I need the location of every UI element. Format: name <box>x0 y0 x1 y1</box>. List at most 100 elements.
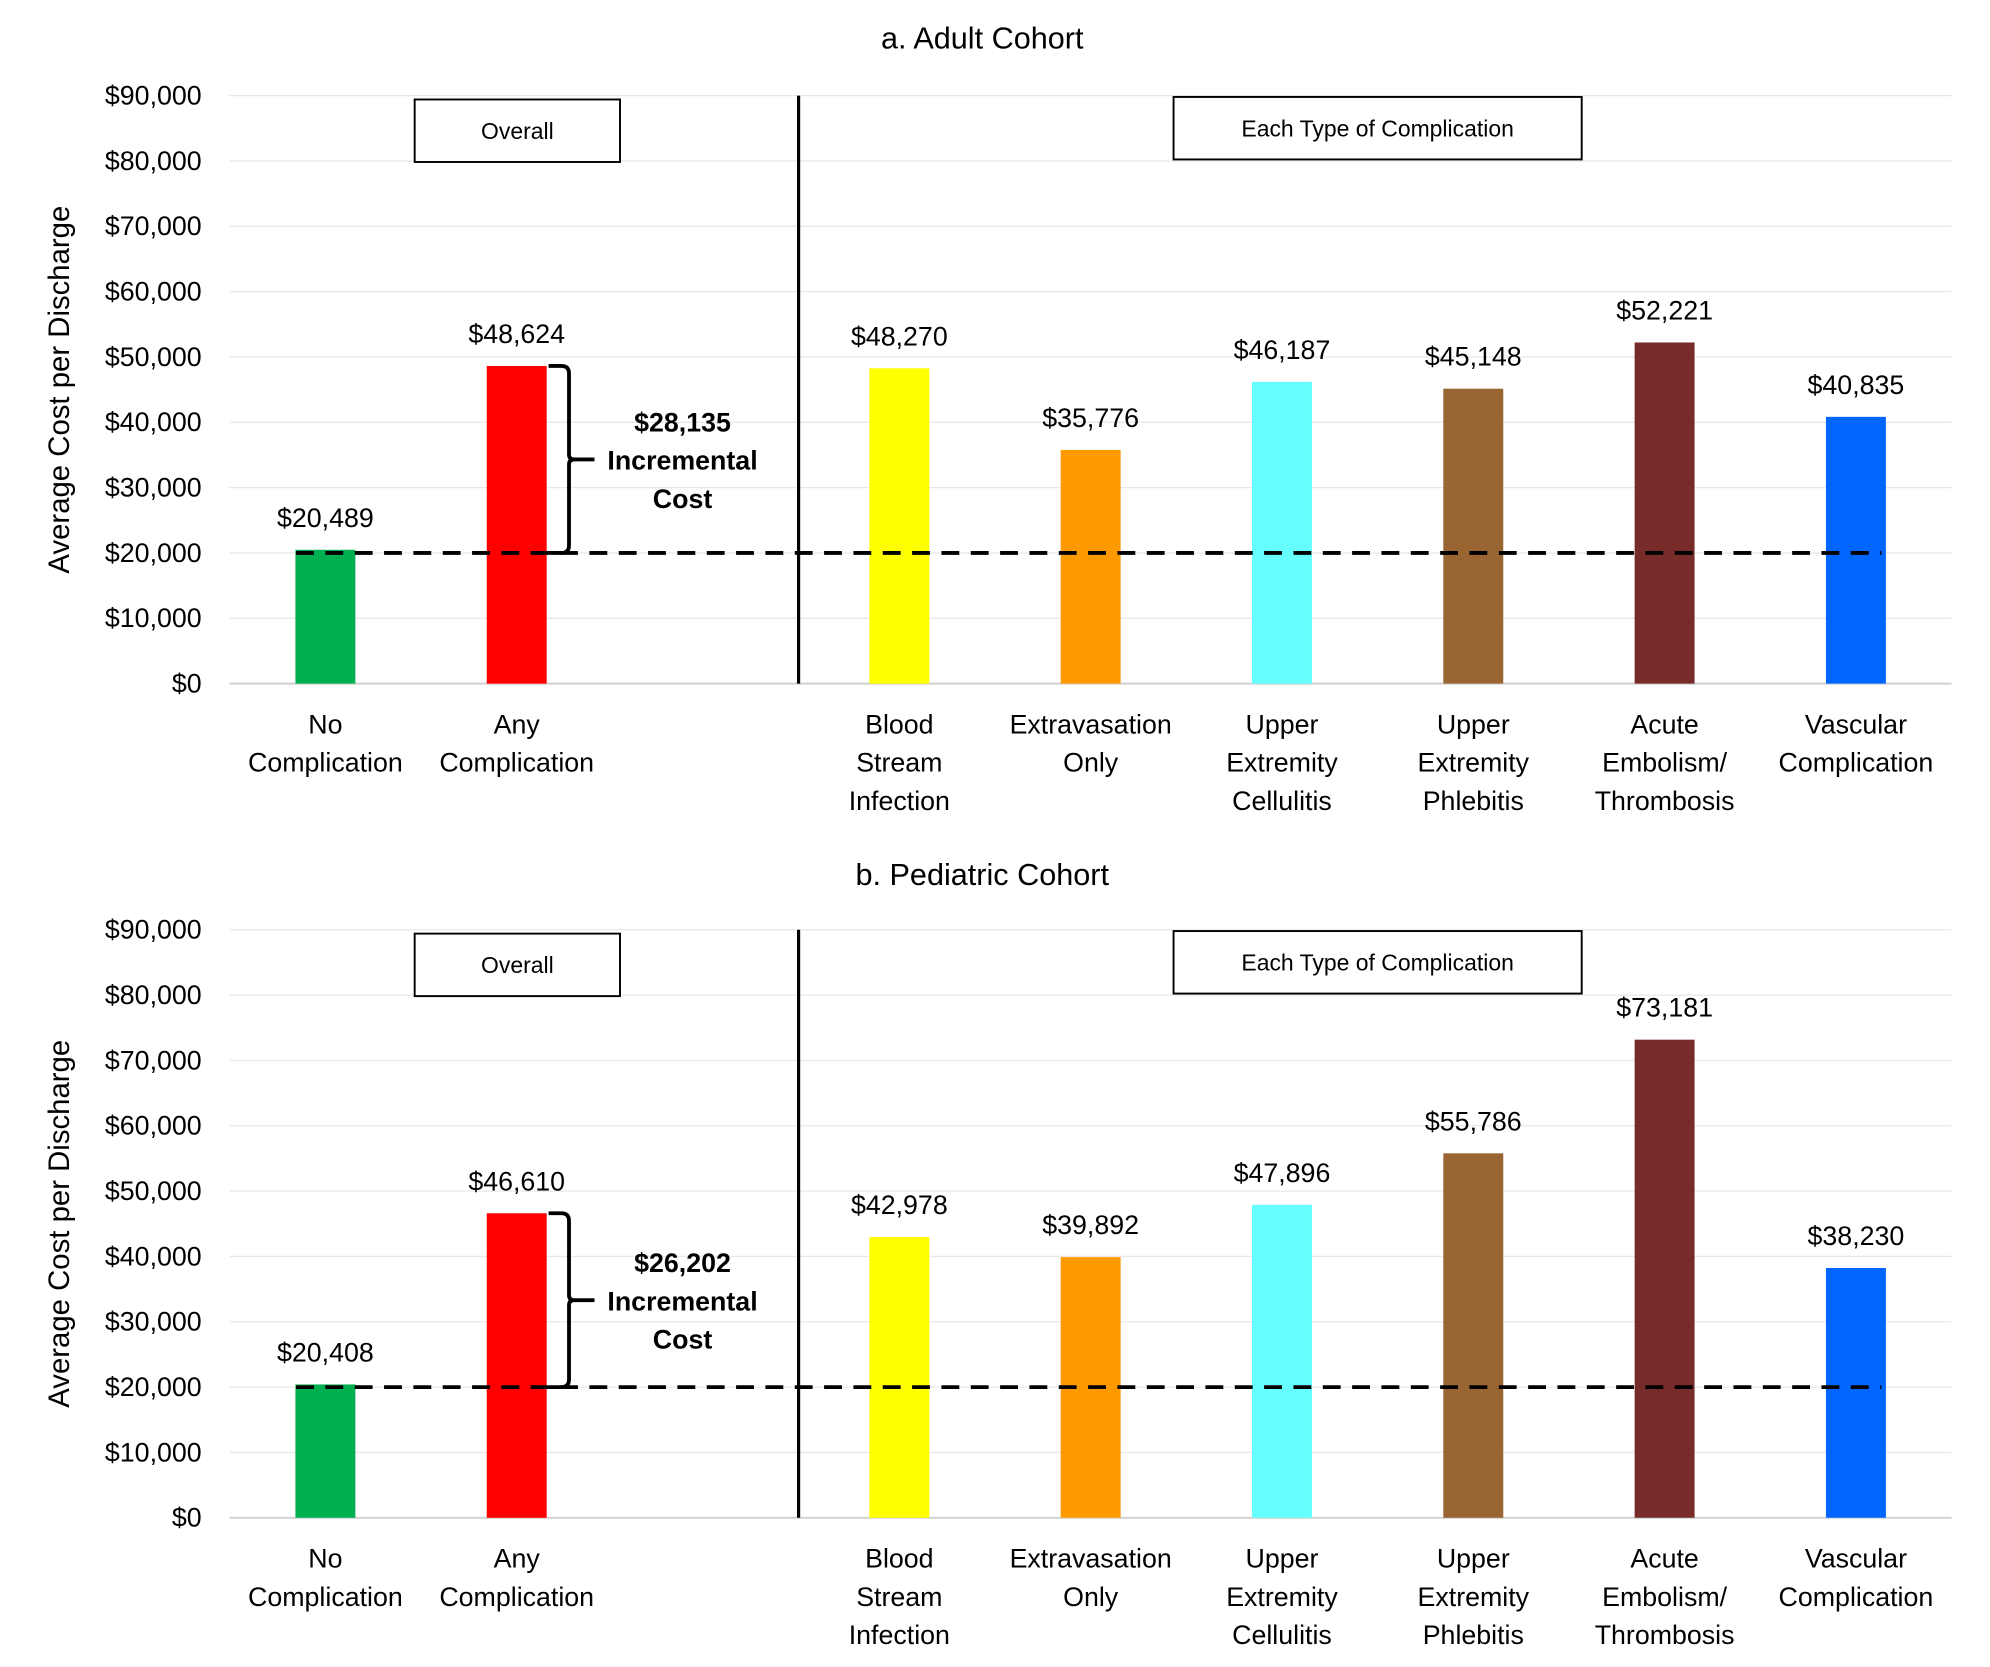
data-label: $45,148 <box>1425 342 1522 372</box>
category-label: Complication <box>248 748 403 778</box>
incremental-cost-annotation: Incremental <box>607 1286 757 1316</box>
data-label: $40,835 <box>1808 370 1905 400</box>
category-label: Extremity <box>1418 1582 1530 1612</box>
category-label: Extremity <box>1418 748 1530 778</box>
bar <box>1252 381 1312 684</box>
incremental-bracket <box>548 1211 595 1390</box>
category-label: Cellulitis <box>1232 1620 1332 1650</box>
category-label: Complication <box>1779 1582 1934 1612</box>
category-label: Phlebitis <box>1423 786 1524 816</box>
y-tick-label: $30,000 <box>105 1307 202 1337</box>
bar <box>1825 1268 1886 1518</box>
category-label: No <box>308 709 342 739</box>
data-label: $46,187 <box>1234 335 1331 365</box>
y-axis-label: Average Cost per Discharge <box>43 206 76 574</box>
category-label: Upper <box>1437 1544 1510 1574</box>
category-label: Upper <box>1246 1544 1319 1574</box>
adult-cohort-chart: a. Adult Cohort Average Cost per Discharg… <box>43 21 1952 816</box>
y-tick-label: $20,000 <box>105 1372 202 1402</box>
bar <box>1825 416 1886 684</box>
data-label: $39,892 <box>1042 1210 1139 1240</box>
category-label: Infection <box>849 1620 950 1650</box>
category-label: Phlebitis <box>1423 1620 1524 1650</box>
category-label: Cellulitis <box>1232 786 1332 816</box>
category-label: Stream <box>856 1582 942 1612</box>
category-label: Blood <box>865 1544 933 1574</box>
bar <box>1443 1153 1504 1518</box>
bar <box>1252 1204 1312 1518</box>
category-label: Extremity <box>1226 748 1338 778</box>
data-label: $73,181 <box>1616 993 1713 1023</box>
bar <box>486 365 547 684</box>
category-label: Extravasation <box>1010 709 1172 739</box>
incremental-cost-annotation: Cost <box>653 1325 713 1355</box>
incremental-cost-annotation: $26,202 <box>634 1248 731 1278</box>
category-label: Thrombosis <box>1595 786 1735 816</box>
y-tick-label: $40,000 <box>105 1241 202 1271</box>
category-label: Complication <box>1779 748 1934 778</box>
each-type-box <box>1172 95 1583 161</box>
each-type-label: Each Type of Complication <box>1241 115 1513 141</box>
y-tick-label: $70,000 <box>105 211 202 241</box>
y-tick-label: $30,000 <box>105 473 202 503</box>
y-tick-label: $0 <box>172 669 202 699</box>
data-label: $38,230 <box>1808 1221 1905 1251</box>
category-label: Any <box>494 1544 541 1574</box>
y-tick-label: $40,000 <box>105 407 202 437</box>
category-label: Embolism/ <box>1602 1582 1727 1612</box>
category-label: Stream <box>856 748 942 778</box>
data-label: $48,624 <box>468 319 565 349</box>
data-label: $20,408 <box>277 1337 374 1367</box>
each-type-label: Each Type of Complication <box>1241 950 1513 976</box>
category-label: No <box>308 1544 342 1574</box>
y-tick-label: $60,000 <box>105 1111 202 1141</box>
category-label: Blood <box>865 709 933 739</box>
y-tick-label: $90,000 <box>105 915 202 945</box>
category-label: Vascular <box>1805 709 1907 739</box>
data-label: $20,489 <box>277 503 374 533</box>
y-tick-label: $0 <box>172 1503 202 1533</box>
chart-title: b. Pediatric Cohort <box>855 858 1109 892</box>
data-label: $48,270 <box>851 321 948 351</box>
data-label: $42,978 <box>851 1190 948 1220</box>
category-label: Upper <box>1437 709 1510 739</box>
y-tick-label: $80,000 <box>105 980 202 1010</box>
y-tick-label: $50,000 <box>105 1176 202 1206</box>
data-label: $55,786 <box>1425 1106 1522 1136</box>
pediatric-cohort-chart: b. Pediatric Cohort Average Cost per Disc… <box>43 858 1952 1650</box>
category-label: Complication <box>439 1582 594 1612</box>
y-tick-label: $80,000 <box>105 146 202 176</box>
y-tick-label: $10,000 <box>105 1437 202 1467</box>
data-label: $46,610 <box>468 1166 565 1196</box>
incremental-cost-annotation: Incremental <box>607 446 757 476</box>
category-label: Upper <box>1246 709 1319 739</box>
y-tick-label: $70,000 <box>105 1045 202 1075</box>
overall-label: Overall <box>481 118 554 144</box>
category-label: Vascular <box>1805 1544 1907 1574</box>
category-label: Embolism/ <box>1602 748 1727 778</box>
bar <box>486 1213 547 1518</box>
incremental-bracket <box>548 364 595 555</box>
bar <box>1634 342 1695 684</box>
category-label: Extravasation <box>1010 1544 1172 1574</box>
category-label: Acute <box>1630 1544 1698 1574</box>
bar <box>1060 449 1121 684</box>
incremental-cost-annotation: $28,135 <box>634 407 731 437</box>
overall-box <box>413 932 621 998</box>
category-label: Extremity <box>1226 1582 1338 1612</box>
category-label: Complication <box>439 748 594 778</box>
data-label: $52,221 <box>1616 296 1713 326</box>
bar <box>295 1384 356 1518</box>
category-label: Complication <box>248 1582 403 1612</box>
bar <box>869 1236 930 1518</box>
category-label: Only <box>1063 1582 1119 1612</box>
bar <box>1634 1039 1695 1518</box>
category-label: Infection <box>849 786 950 816</box>
y-tick-label: $60,000 <box>105 277 202 307</box>
y-tick-label: $10,000 <box>105 603 202 633</box>
bar <box>869 368 930 684</box>
y-tick-label: $50,000 <box>105 342 202 372</box>
y-tick-label: $20,000 <box>105 538 202 568</box>
data-label: $35,776 <box>1042 403 1139 433</box>
overall-box <box>413 98 621 163</box>
